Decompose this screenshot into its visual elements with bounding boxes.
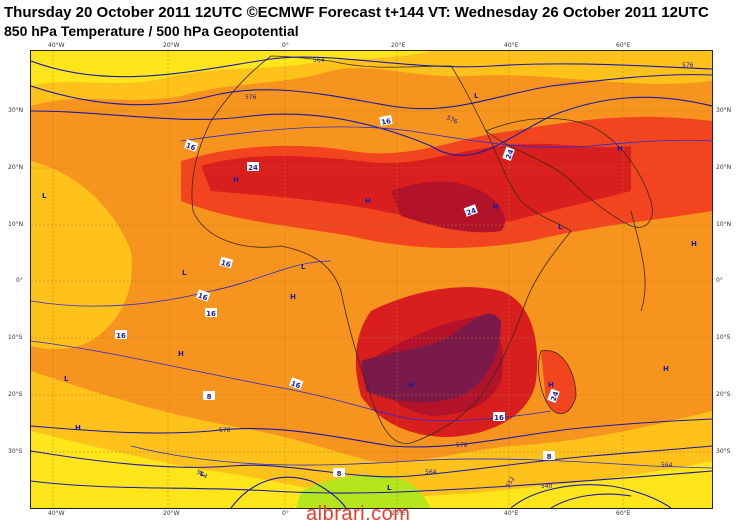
madagascar-coast [538,350,577,414]
graticule [31,51,712,508]
weather-map: 24 24 24 24 16 16 16 16 16 16 16 16 8 8 … [30,50,713,509]
india-coast [630,210,646,312]
isotherm-label: 24 [465,206,477,217]
low-center: L [200,470,205,478]
lat-label-right: 0° [716,277,723,284]
high-center: H [290,293,296,301]
isotherm-labels: 24 24 24 24 16 16 16 16 16 16 16 16 8 8 … [115,115,561,478]
map-title-line2: 850 hPa Temperature / 500 hPa Geopotenti… [4,23,299,39]
lon-label-bottom: 20°W [163,510,180,517]
lat-label-left: 30°N [8,107,24,114]
geopotential-label: 564 [195,469,209,481]
geopotential-label: 564 [661,462,673,469]
lon-label-top: 40°E [504,42,519,49]
lon-label-bottom: 0° [282,510,289,517]
temperature-map-svg: 24 24 24 24 16 16 16 16 16 16 16 16 8 8 … [31,51,712,508]
lon-label-top: 20°W [163,42,180,49]
geopotential-label: 552 [505,475,517,489]
lat-label-right: 20°S [716,391,731,398]
isotherm-label: 16 [220,259,232,269]
high-center: H [548,381,554,389]
lon-label-bottom: 20°E [391,510,406,517]
isotherm-label: 16 [290,380,302,391]
isotherm-label: 8 [337,470,342,478]
africa-coast [191,55,572,444]
lon-label-top: 60°E [616,42,631,49]
lat-label-left: 20°S [8,391,23,398]
high-center: H [617,145,623,153]
lat-label-right: 20°N [716,164,732,171]
isotherm-label: 16 [197,292,209,303]
lon-label-top: 20°E [391,42,406,49]
temp-band-8-12-north [31,51,431,86]
lat-label-right: 30°N [716,107,732,114]
low-center: L [558,223,563,231]
lat-label-left: 10°N [8,221,24,228]
high-center: H [75,424,81,432]
geopotential-label: 540 [541,483,553,490]
geopotential-label: 564 [425,469,437,476]
geopotential-contours [31,56,712,508]
low-center: L [474,92,479,100]
geopotential-label: 576 [219,427,231,434]
high-center: H [691,240,697,248]
geopotential-labels: 564 576 576 576 576 576 564 552 564 564 … [195,57,694,490]
isotherm-label: 8 [207,393,212,401]
isotherm-label: 8 [547,453,552,461]
geopotential-label: 576 [245,94,257,101]
isotherm-label: 16 [381,117,392,127]
isotherm-lines [31,126,712,469]
lon-label-bottom: 40°W [48,510,65,517]
high-center: H [408,381,414,389]
isotherm-label: 16 [116,332,126,340]
lat-label-left: 30°S [8,448,23,455]
lat-label-left: 0° [16,277,23,284]
low-center: L [301,263,306,271]
temp-band-32-plus-south [361,313,501,403]
isotherm-label: 24 [550,390,561,402]
high-center: H [663,365,669,373]
lat-label-left: 20°N [8,164,24,171]
arabia-coast [485,117,653,228]
lon-label-bottom: 40°E [504,510,519,517]
low-center: L [42,192,47,200]
lat-label-right: 10°N [716,221,732,228]
watermark-text: albrari.com [306,503,411,525]
lon-label-bottom: 60°E [616,510,631,517]
high-center: H [178,350,184,358]
lat-label-left: 10°S [8,334,23,341]
isotherm-label: 24 [248,164,258,172]
low-center: L [387,484,392,492]
coastlines [191,55,653,444]
high-center: H [365,197,371,205]
temp-band-28-32-sahel [391,181,505,233]
geopotential-label: 576 [456,442,468,449]
geopotential-label: 576 [682,62,694,69]
isotherm-label: 24 [505,148,516,160]
pressure-centers: L L L L L L L L H H H H H H H H H H H [42,92,697,492]
lat-label-right: 10°S [716,334,731,341]
isotherm-label: 16 [494,414,504,422]
geopotential-label: 564 [313,57,325,64]
high-center: H [233,176,239,184]
low-center: L [64,375,69,383]
temperature-shading [31,51,712,508]
map-title-line1: Thursday 20 October 2011 12UTC ©ECMWF Fo… [4,4,709,21]
isotherm-label: 16 [185,142,197,153]
high-center: H [493,203,499,211]
isotherm-label: 16 [206,310,216,318]
lon-label-top: 0° [282,42,289,49]
lon-label-top: 40°W [48,42,65,49]
low-center: L [182,269,187,277]
lat-label-right: 30°S [716,448,731,455]
geopotential-label: 576 [445,114,459,125]
temp-band-atlantic-west [31,161,132,350]
